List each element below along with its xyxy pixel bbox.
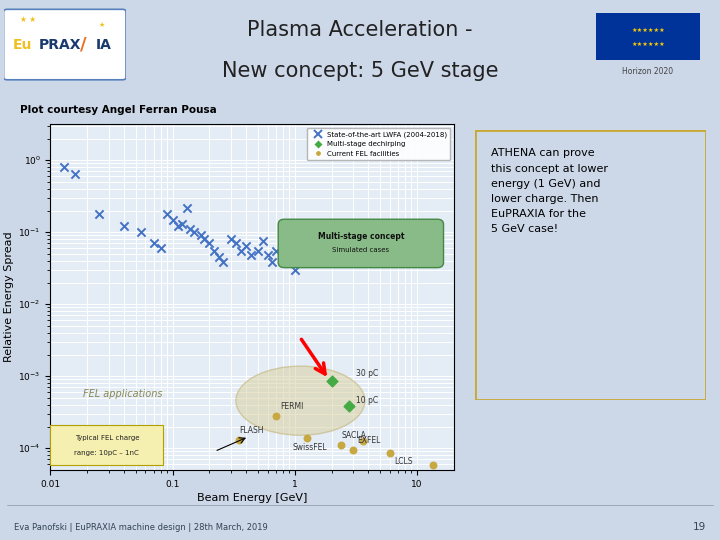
Text: /: / (80, 36, 86, 53)
Point (70, 170, 81, 178)
Bar (596, 13, 700, 60)
Text: New concept: 5 GeV stage: New concept: 5 GeV stage (222, 60, 498, 80)
Text: ★ ★: ★ ★ (20, 15, 36, 24)
Text: Horizon 2020: Horizon 2020 (622, 68, 674, 77)
Point (235, 247, 246, 255)
Text: Plot courtesy Angel Ferran Pousa: Plot courtesy Angel Ferran Pousa (19, 105, 216, 114)
Point (217, 258, 229, 267)
Point (289, 266, 300, 274)
Point (270, 247, 282, 255)
Text: Eu: Eu (12, 38, 32, 51)
Text: IA: IA (96, 38, 112, 51)
Point (204, 239, 215, 248)
Point (213, 253, 225, 261)
Text: Multi-stage concept: Multi-stage concept (318, 232, 404, 241)
Point (277, 251, 289, 260)
Text: range: 10pC – 1nC: range: 10pC – 1nC (74, 449, 139, 456)
Text: Typical FEL charge: Typical FEL charge (75, 435, 139, 441)
Point (195, 231, 207, 240)
Point (252, 247, 264, 255)
Point (155, 244, 166, 253)
Point (325, 377, 337, 386)
Point (310, 247, 322, 255)
FancyBboxPatch shape (278, 219, 444, 268)
Point (176, 220, 188, 228)
Point (167, 215, 179, 224)
Point (400, 247, 411, 255)
Text: 19: 19 (693, 522, 706, 532)
Text: ★: ★ (99, 22, 104, 28)
Text: ATHENA can prove
this concept at lower
energy (1 GeV) and
lower charge. Then
EuP: ATHENA can prove this concept at lower e… (491, 148, 608, 234)
Point (94, 210, 105, 218)
Point (347, 241, 359, 250)
Legend: State-of-the-art LWFA (2004-2018), Multi-stage dechirping, Current FEL facilitie: State-of-the-art LWFA (2004-2018), Multi… (307, 127, 450, 160)
FancyBboxPatch shape (50, 425, 163, 464)
Point (427, 461, 438, 470)
Point (198, 235, 210, 244)
Point (184, 225, 196, 233)
Point (384, 449, 395, 457)
Text: FERMI: FERMI (280, 402, 303, 411)
Text: FLASH: FLASH (239, 426, 264, 435)
Point (209, 247, 220, 255)
Point (246, 251, 257, 260)
Text: 10 pC: 10 pC (356, 396, 379, 406)
Point (181, 203, 192, 212)
FancyBboxPatch shape (4, 9, 126, 80)
Text: ★★★★★★: ★★★★★★ (631, 28, 665, 33)
Point (172, 222, 184, 231)
Point (225, 235, 237, 244)
Text: Eva Panofski | EuPRAXIA machine design | 28th March, 2019: Eva Panofski | EuPRAXIA machine design |… (14, 523, 268, 531)
Point (343, 402, 355, 411)
Point (148, 239, 159, 248)
Ellipse shape (236, 366, 365, 435)
Point (161, 210, 173, 218)
Point (325, 251, 337, 260)
Point (270, 411, 282, 420)
Text: FEL applications: FEL applications (84, 389, 163, 399)
Text: SwissFEL: SwissFEL (293, 443, 328, 452)
Point (284, 241, 295, 250)
Point (299, 251, 310, 260)
Point (240, 241, 252, 250)
Point (266, 258, 278, 267)
Point (357, 437, 369, 445)
Point (262, 251, 274, 260)
Point (233, 436, 245, 444)
Text: LCLS: LCLS (394, 457, 413, 467)
Text: Plasma Acceleration -: Plasma Acceleration - (247, 19, 473, 39)
Point (58, 163, 70, 172)
Point (118, 222, 130, 231)
Point (374, 241, 386, 250)
Point (230, 239, 242, 248)
Text: SACLA: SACLA (341, 431, 366, 440)
Point (135, 228, 147, 237)
Text: Simulated cases: Simulated cases (333, 247, 390, 253)
Point (336, 441, 347, 449)
Point (347, 446, 359, 454)
Text: 30 pC: 30 pC (356, 369, 379, 378)
Point (257, 237, 269, 246)
Point (301, 434, 312, 442)
X-axis label: Beam Energy [GeV]: Beam Energy [GeV] (197, 492, 307, 503)
Text: EXFEL: EXFEL (357, 436, 381, 445)
Y-axis label: Relative Energy Spread: Relative Energy Spread (4, 232, 14, 362)
Text: PRAX: PRAX (39, 38, 81, 51)
Text: ★★★★★★: ★★★★★★ (631, 42, 665, 47)
Point (189, 228, 200, 237)
